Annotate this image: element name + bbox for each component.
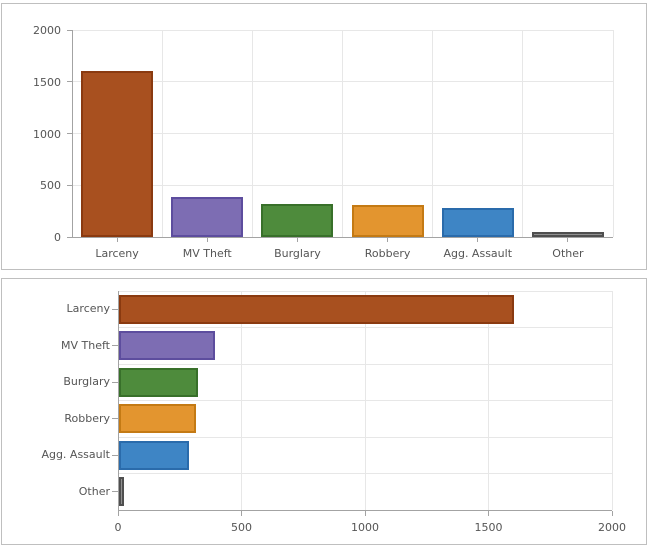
category-boundary-gridline bbox=[522, 30, 524, 237]
bar-mv-theft bbox=[119, 331, 216, 361]
y-axis-tick-label: 2000 bbox=[33, 24, 61, 37]
x-axis-tick bbox=[241, 511, 242, 516]
x-axis-tick-label: 500 bbox=[231, 521, 252, 534]
x-axis-tick bbox=[387, 238, 389, 242]
y-axis-tick bbox=[112, 491, 118, 493]
y-axis-line bbox=[118, 291, 119, 510]
x-axis-line bbox=[72, 237, 613, 238]
y-axis-tick bbox=[112, 381, 118, 383]
bar-robbery bbox=[351, 204, 424, 237]
y-axis-tick bbox=[67, 81, 72, 83]
category-boundary-gridline bbox=[118, 473, 612, 474]
category-label-larceny: Larceny bbox=[66, 302, 110, 316]
y-axis-tick bbox=[112, 345, 118, 347]
horizontal-bar-chart-panel: 0 500 1000 1500 2000 Larceny MV Theft Burglary R… bbox=[1, 278, 647, 545]
bar-larceny bbox=[119, 294, 515, 324]
x-axis-tick bbox=[117, 511, 119, 516]
y-axis-tick-label: 1000 bbox=[33, 127, 61, 141]
bar-mv-theft bbox=[171, 196, 244, 237]
category-boundary-gridline bbox=[251, 30, 253, 237]
bar-agg-assault bbox=[441, 207, 514, 237]
y-axis-tick bbox=[67, 29, 72, 31]
x-axis-tick bbox=[206, 238, 208, 242]
y-axis-line bbox=[72, 30, 73, 237]
category-label-agg-assault: Agg. Assault bbox=[443, 247, 513, 260]
bar-agg-assault bbox=[119, 440, 190, 470]
x-axis-tick-label: 1000 bbox=[351, 521, 379, 534]
x-axis-tick bbox=[488, 511, 489, 516]
y-axis-tick-label: 1500 bbox=[33, 75, 61, 89]
category-label-burglary: Burglary bbox=[63, 375, 110, 389]
x-gridline bbox=[611, 291, 613, 510]
x-axis-tick bbox=[364, 511, 366, 516]
category-label-other: Other bbox=[78, 484, 110, 498]
category-label-robbery: Robbery bbox=[64, 411, 110, 425]
x-axis-tick-label: 2000 bbox=[598, 521, 626, 534]
category-boundary-gridline bbox=[161, 30, 163, 237]
x-axis-line bbox=[118, 510, 612, 511]
vertical-bar-chart-panel: 0 500 1000 1500 2000 Larceny MV Theft Burglary R… bbox=[1, 3, 647, 270]
y-axis-tick bbox=[67, 184, 72, 186]
y-axis-tick bbox=[112, 308, 118, 310]
category-boundary-gridline bbox=[612, 30, 614, 237]
category-boundary-gridline bbox=[118, 327, 612, 328]
x-axis-tick-label: 0 bbox=[114, 521, 122, 534]
y-axis-tick bbox=[112, 418, 118, 420]
x-axis-tick bbox=[567, 238, 569, 242]
x-axis-tick bbox=[116, 238, 118, 242]
bar-burglary bbox=[119, 367, 199, 397]
category-label-larceny: Larceny bbox=[95, 247, 139, 260]
category-label-burglary: Burglary bbox=[274, 247, 321, 260]
category-label-robbery: Robbery bbox=[364, 247, 411, 260]
category-label-mv-theft: MV Theft bbox=[182, 247, 232, 260]
y-axis-tick bbox=[112, 454, 118, 456]
category-boundary-gridline bbox=[342, 30, 343, 237]
category-label-mv-theft: MV Theft bbox=[61, 338, 110, 352]
x-axis-tick bbox=[477, 238, 479, 242]
category-label-agg-assault: Agg. Assault bbox=[41, 448, 110, 462]
bar-larceny bbox=[81, 71, 154, 237]
category-boundary-gridline bbox=[118, 436, 612, 438]
x-axis-tick bbox=[296, 238, 298, 242]
category-boundary-gridline bbox=[118, 290, 612, 292]
category-boundary-gridline bbox=[432, 30, 434, 237]
bar-robbery bbox=[119, 404, 196, 434]
x-axis-tick-label: 1500 bbox=[474, 521, 503, 534]
y-axis-tick-label: 500 bbox=[40, 179, 61, 193]
x-axis-tick bbox=[611, 511, 613, 516]
category-boundary-gridline bbox=[118, 400, 612, 401]
bar-burglary bbox=[261, 203, 334, 237]
category-boundary-gridline bbox=[118, 363, 612, 365]
bar-other bbox=[531, 232, 604, 237]
y-axis-tick bbox=[67, 133, 72, 134]
y-axis-tick bbox=[67, 236, 72, 238]
category-label-other: Other bbox=[552, 247, 584, 260]
bar-other bbox=[119, 477, 124, 507]
y-axis-tick-label: 0 bbox=[54, 231, 61, 244]
